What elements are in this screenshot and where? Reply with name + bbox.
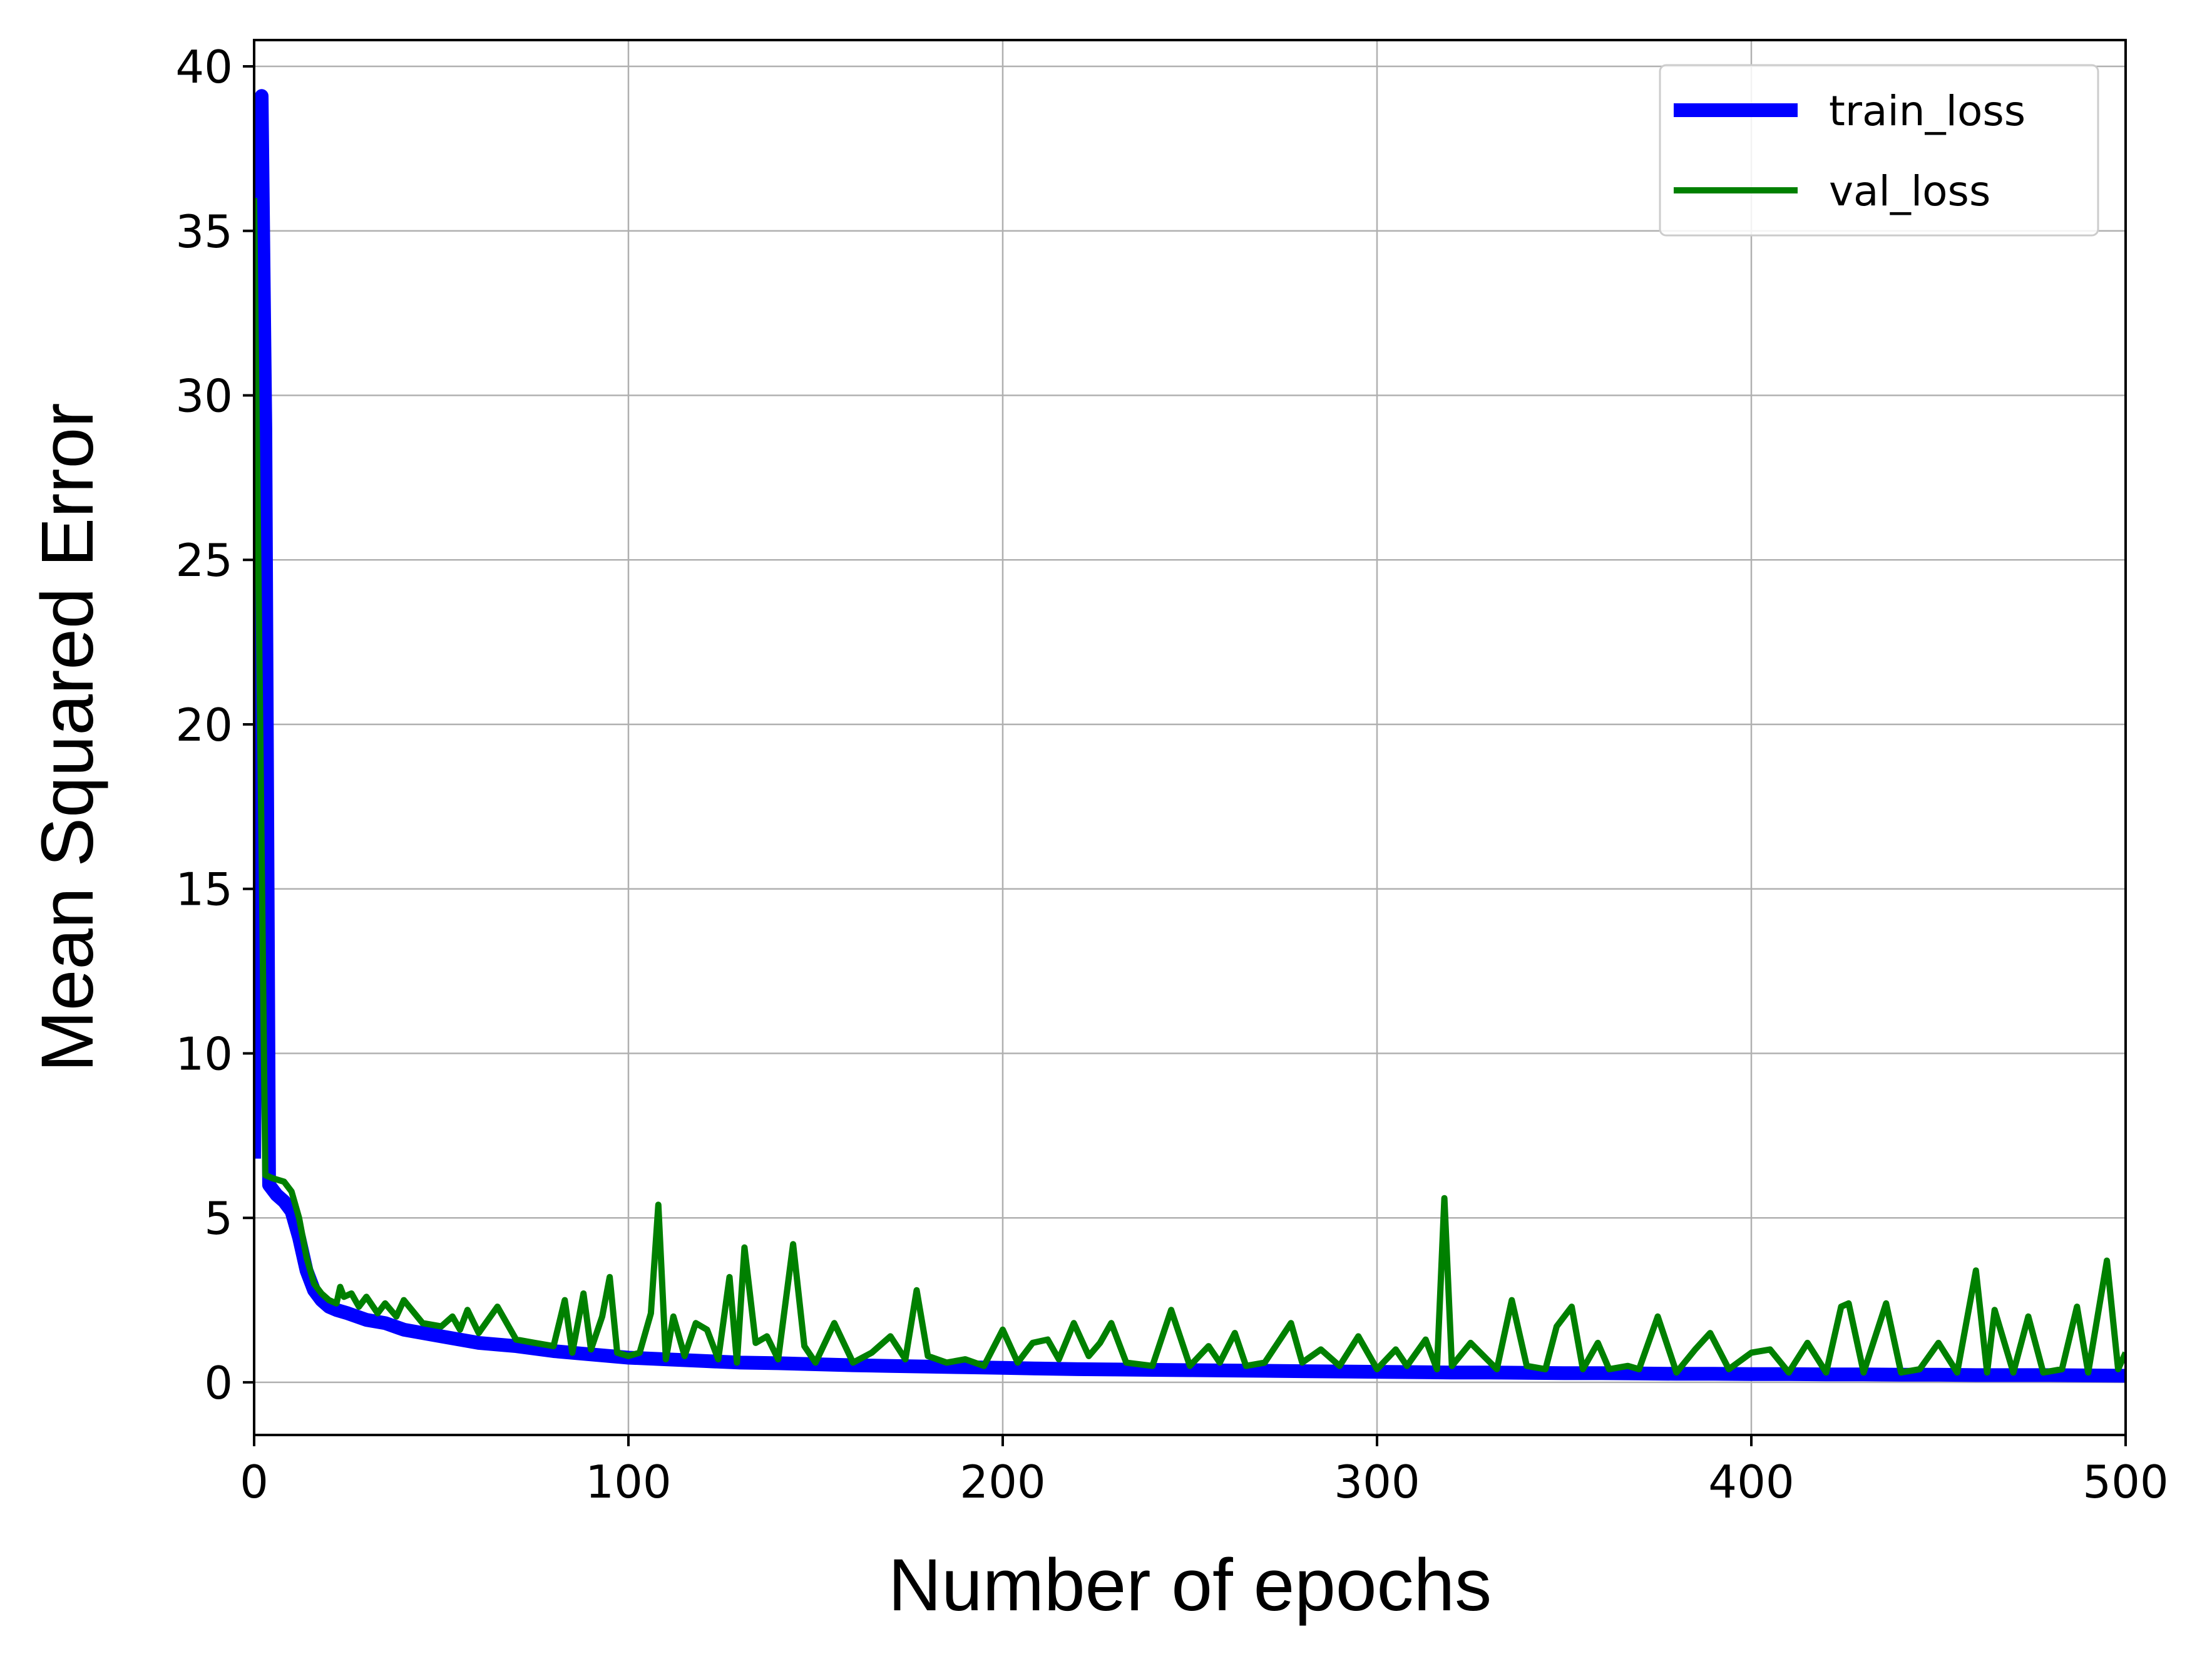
series-line-train-loss — [254, 89, 2126, 1383]
plot-frame — [253, 39, 2127, 1436]
x-tick-label: 500 — [2082, 1456, 2168, 1508]
legend-label-train-loss: train_loss — [1829, 87, 2025, 135]
x-axis-title: Number of epochs — [888, 1544, 1492, 1627]
x-tick-label: 400 — [1708, 1456, 1794, 1508]
y-axis: 0 5 10 15 20 25 30 35 40 — [175, 41, 254, 1409]
y-tick-label: 5 — [204, 1192, 233, 1245]
legend: train_loss val_loss — [1659, 64, 2099, 237]
x-tick-label: 200 — [960, 1456, 1045, 1508]
series-line-val-loss — [254, 198, 2126, 1376]
y-tick-label: 25 — [175, 534, 233, 587]
x-tick-label: 300 — [1334, 1456, 1420, 1508]
x-tick-label: 100 — [585, 1456, 671, 1508]
y-tick-label: 10 — [175, 1027, 233, 1080]
x-axis: 0 100 200 300 400 500 — [240, 1435, 2169, 1508]
y-tick-label: 35 — [175, 205, 233, 258]
y-axis-title: Mean Squared Error — [26, 403, 109, 1072]
x-tick-label: 0 — [240, 1456, 269, 1508]
y-tick-label: 20 — [175, 699, 233, 751]
y-tick-label: 40 — [175, 41, 233, 93]
legend-label-val-loss: val_loss — [1829, 167, 1990, 215]
y-tick-label: 15 — [175, 863, 233, 916]
y-tick-label: 30 — [175, 370, 233, 423]
series-group — [254, 89, 2126, 1383]
y-tick-label: 0 — [204, 1357, 233, 1409]
